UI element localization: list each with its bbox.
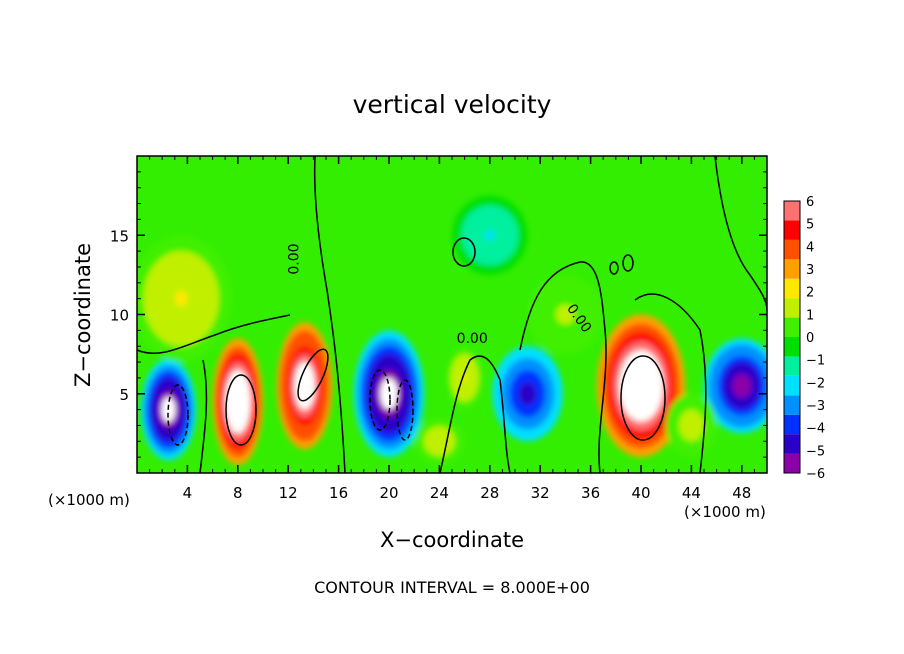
chart-title: vertical velocity: [353, 90, 552, 119]
x-tick-label: 28: [480, 484, 499, 502]
x-axis-label: X−coordinate: [380, 528, 524, 552]
contour-loop: [225, 374, 257, 446]
colorbar-swatch: [784, 220, 800, 240]
contour-line: [199, 359, 208, 473]
colorbar-label: −6: [806, 467, 825, 482]
colorbar-label: −3: [806, 399, 825, 414]
velocity-cell: [212, 338, 263, 466]
velocity-band: [688, 421, 695, 430]
contour-loop: [452, 237, 476, 267]
colorbar-swatch: [784, 395, 800, 415]
x-tick-label: 48: [732, 484, 751, 502]
velocity-cell: [452, 195, 528, 275]
velocity-band: [174, 290, 188, 307]
zero-contours: [137, 156, 767, 473]
contour-label: 0.00: [457, 331, 488, 347]
x-tick-label: 12: [279, 484, 298, 502]
colorbar-label: −4: [806, 422, 825, 437]
colorbar-label: −5: [806, 444, 825, 459]
colorbar-swatch: [784, 259, 800, 279]
contour-loop: [297, 348, 329, 402]
x-tick-label: 24: [430, 484, 449, 502]
colorbar-swatch: [784, 434, 800, 454]
velocity-band: [384, 385, 394, 402]
x-tick-label: 32: [531, 484, 550, 502]
y-tick-label: 5: [119, 386, 129, 404]
colorbar-label: −2: [806, 376, 825, 391]
colorbar-swatch: [784, 337, 800, 357]
velocity-cell: [137, 235, 232, 363]
colorbar-label: 5: [806, 218, 814, 233]
x-unit-right: (×1000 m): [684, 503, 766, 521]
y-axis: 5 10 15: [110, 171, 767, 458]
colorbar-label: 0: [806, 331, 814, 346]
colorbar-frame: [783, 200, 801, 474]
contour-loop: [609, 261, 619, 275]
y-tick-label: 10: [110, 307, 129, 325]
colorbar-swatch: [784, 239, 800, 260]
colorbar-swatch: [784, 414, 800, 435]
colorbar-swatch: [784, 201, 800, 221]
x-tick-label: 44: [682, 484, 701, 502]
contour-line: [439, 355, 511, 473]
velocity-band: [436, 438, 443, 445]
velocity-band: [635, 376, 647, 395]
contour-interval: CONTOUR INTERVAL = 8.000E+00: [314, 578, 590, 597]
contour-loop: [620, 355, 666, 441]
contour-loop: [167, 384, 189, 446]
x-tick-label: 16: [329, 484, 348, 502]
x-tick-label: 20: [379, 484, 398, 502]
contour-line: [137, 314, 291, 354]
velocity-cell: [353, 330, 425, 458]
x-tick-label: 36: [581, 484, 600, 502]
contour-loop: [622, 254, 634, 272]
colorbar-label: 3: [806, 263, 814, 278]
velocity-band: [234, 393, 241, 410]
velocity-cell: [666, 393, 717, 458]
colorbar: 6 5 4 3 2 1 0 −1 −2 −3 −4 −5 −6: [783, 195, 825, 482]
x-tick-label: 8: [233, 484, 243, 502]
contour-line: [313, 156, 346, 473]
velocity-band: [485, 230, 495, 241]
contour-label: 0.00: [286, 243, 302, 274]
x-tick-label: 4: [183, 484, 193, 502]
contour-loop: [396, 379, 414, 441]
colorbar-label: 2: [806, 286, 814, 301]
contour-loop: [369, 369, 391, 431]
contour-line: [634, 293, 707, 473]
colorbar-label: −1: [806, 354, 825, 369]
plot-area: 0.000.000.00: [137, 156, 767, 473]
colorbar-swatch: [784, 298, 800, 318]
velocity-band: [523, 387, 533, 400]
colorbar-swatch: [784, 356, 800, 376]
velocity-band: [301, 377, 309, 394]
colorbar-swatch: [784, 278, 800, 299]
velocity-cell: [276, 322, 333, 450]
colorbar-label: 4: [806, 240, 814, 255]
velocity-band: [737, 379, 747, 392]
colorbar-label: 1: [806, 308, 814, 323]
velocity-cell: [527, 274, 604, 355]
x-tick-label: 40: [631, 484, 650, 502]
y-tick-label: 15: [110, 227, 129, 245]
velocity-cell: [414, 417, 465, 466]
velocity-cell: [492, 346, 563, 442]
colorbar-swatch: [784, 453, 800, 473]
contour-line: [519, 261, 607, 473]
x-axis: 4 8 12 16 20 24 28 32 36 40 44 48: [149, 156, 755, 502]
y-axis-label: Z−coordinate: [71, 243, 95, 387]
velocity-cell: [704, 338, 767, 434]
x-unit-left: (×1000 m): [48, 491, 130, 509]
colorbar-label: 6: [806, 195, 814, 210]
velocity-band: [560, 309, 571, 320]
colorbar-swatch: [784, 317, 800, 337]
colorbar-swatch: [784, 375, 800, 396]
